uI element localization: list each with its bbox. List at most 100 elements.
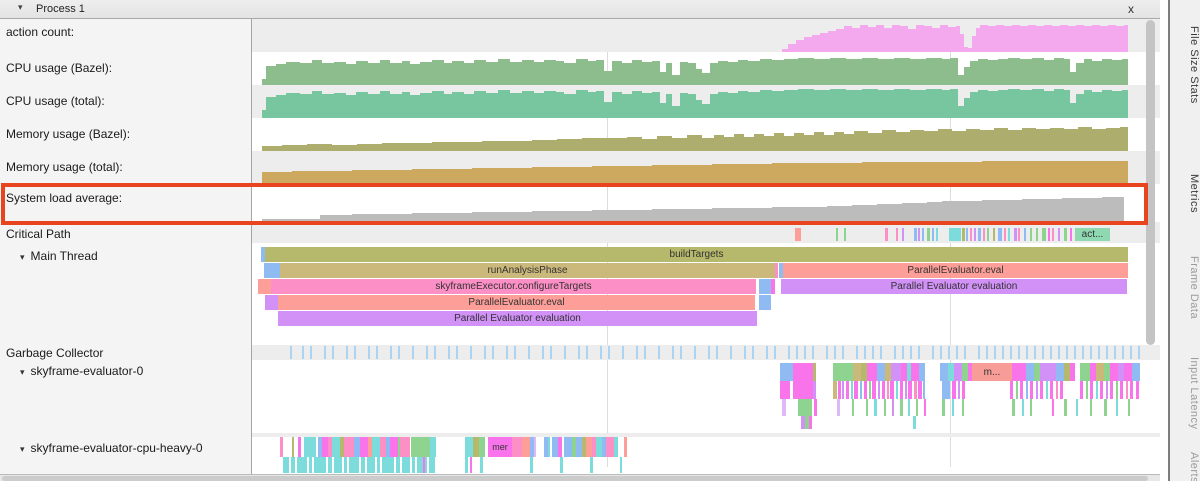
slice[interactable] (412, 457, 415, 473)
slice[interactable] (582, 437, 586, 457)
slice[interactable] (813, 381, 816, 399)
slice[interactable] (1070, 363, 1075, 381)
slice[interactable] (962, 381, 965, 399)
slice[interactable] (974, 228, 976, 241)
slice[interactable] (1056, 381, 1058, 399)
slice[interactable] (814, 399, 817, 416)
tab-file-size-stats[interactable]: File Size Stats (1188, 26, 1200, 104)
slice[interactable] (309, 457, 312, 473)
slice[interactable] (779, 263, 783, 278)
slice[interactable] (318, 437, 322, 457)
gc-tick[interactable] (1130, 346, 1132, 359)
slice[interactable] (1100, 381, 1103, 399)
slice[interactable] (795, 228, 801, 241)
slice-parallel-evaluator-evaluation[interactable]: Parallel Evaluator evaluation (278, 311, 757, 326)
slice[interactable] (759, 295, 771, 310)
slice[interactable] (833, 363, 853, 381)
slice[interactable] (908, 381, 912, 399)
slice[interactable] (911, 363, 919, 381)
slice[interactable] (344, 437, 354, 457)
gc-tick[interactable] (978, 346, 980, 359)
slice[interactable] (1014, 228, 1017, 241)
slice[interactable] (809, 416, 812, 429)
gc-tick[interactable] (956, 346, 958, 359)
slice[interactable] (838, 381, 841, 399)
gc-tick[interactable] (290, 346, 292, 359)
gc-tick[interactable] (426, 346, 428, 359)
gc-tick[interactable] (826, 346, 828, 359)
gc-tick[interactable] (658, 346, 660, 359)
gc-tick[interactable] (766, 346, 768, 359)
slice[interactable] (264, 263, 280, 278)
slice[interactable] (836, 228, 838, 241)
track-skyframe-evaluator-0-row2[interactable] (252, 381, 1160, 399)
gc-tick[interactable] (514, 346, 516, 359)
slice[interactable] (390, 437, 398, 457)
track-skyframe-evaluator-0-row4[interactable] (252, 416, 1160, 429)
slice[interactable] (322, 437, 328, 457)
slice[interactable] (340, 437, 344, 457)
gc-tick[interactable] (564, 346, 566, 359)
slice[interactable] (291, 457, 295, 473)
slice[interactable] (793, 363, 813, 381)
slice[interactable] (968, 363, 972, 381)
slice[interactable] (1026, 381, 1028, 399)
collapse-arrow-icon[interactable]: ▾ (20, 444, 25, 454)
gc-tick[interactable] (964, 346, 966, 359)
slice[interactable] (1030, 399, 1032, 416)
flame-row-buildtargets[interactable]: buildTargets (252, 247, 1160, 262)
slice[interactable] (1052, 399, 1054, 416)
slice[interactable] (360, 437, 368, 457)
slice[interactable] (1022, 399, 1024, 416)
slice[interactable] (833, 381, 837, 399)
slice[interactable] (1004, 228, 1006, 241)
slice[interactable] (907, 363, 911, 381)
slice[interactable] (896, 228, 898, 241)
slice[interactable] (1020, 381, 1023, 399)
slice[interactable] (983, 228, 985, 241)
slice[interactable] (952, 399, 954, 416)
gc-tick[interactable] (354, 346, 356, 359)
slice[interactable] (368, 437, 372, 457)
row-header-skyframe-evaluator-0[interactable]: ▾ skyframe-evaluator-0 (20, 364, 144, 378)
chart-system-load-average[interactable] (252, 184, 1160, 222)
slice[interactable] (1110, 381, 1113, 399)
slice[interactable] (386, 437, 390, 457)
slice[interactable] (382, 457, 394, 473)
gc-tick[interactable] (1034, 346, 1036, 359)
gc-tick[interactable] (1026, 346, 1028, 359)
slice[interactable] (417, 457, 427, 473)
slice[interactable] (1060, 381, 1063, 399)
track-skyframe-evaluator-0-row1[interactable]: m... (252, 363, 1160, 381)
chart-cpu-usage-total[interactable] (252, 85, 1160, 118)
gc-tick[interactable] (1010, 346, 1012, 359)
slice[interactable] (334, 457, 342, 473)
tab-alerts[interactable]: Alerts (1188, 452, 1200, 481)
slice[interactable] (1050, 381, 1053, 399)
slice[interactable] (1030, 228, 1032, 241)
slice[interactable] (396, 457, 400, 473)
gc-tick[interactable] (910, 346, 912, 359)
slice[interactable] (885, 363, 891, 381)
gc-tick[interactable] (804, 346, 806, 359)
gc-tick[interactable] (376, 346, 378, 359)
chart-action-count[interactable] (252, 19, 1160, 52)
slice[interactable] (924, 399, 926, 416)
collapse-arrow-icon[interactable]: ▾ (20, 252, 25, 262)
slice[interactable] (759, 279, 771, 294)
slice[interactable] (361, 457, 365, 473)
gc-tick[interactable] (506, 346, 508, 359)
slice[interactable] (548, 437, 550, 457)
slice[interactable] (922, 228, 924, 241)
gc-tick[interactable] (680, 346, 682, 359)
gc-tick[interactable] (492, 346, 494, 359)
slice[interactable] (465, 457, 468, 473)
slice[interactable] (564, 437, 572, 457)
slice[interactable] (380, 437, 386, 457)
tab-metrics[interactable]: Metrics (1188, 173, 1200, 213)
gc-tick[interactable] (842, 346, 844, 359)
track-garbage-collector[interactable] (252, 345, 1160, 360)
gc-tick[interactable] (332, 346, 334, 359)
slice[interactable] (398, 437, 400, 457)
gc-tick[interactable] (672, 346, 674, 359)
